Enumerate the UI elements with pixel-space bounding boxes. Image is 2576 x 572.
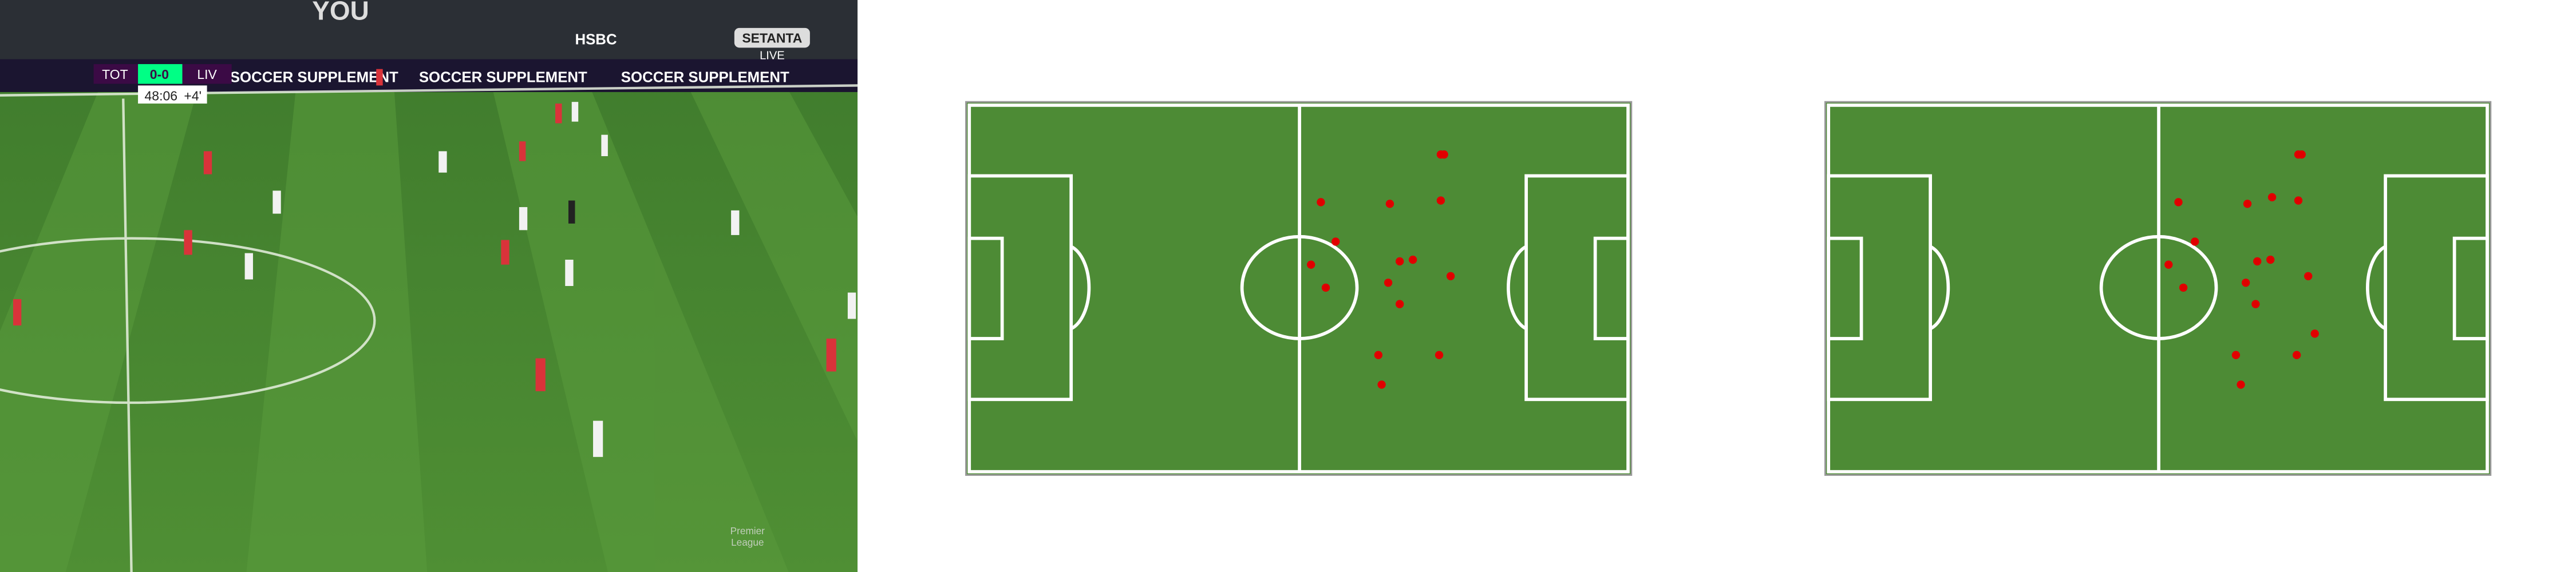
ad-text: SOCCER SUPPLEMENT <box>621 70 789 86</box>
grass-stripes <box>0 90 858 572</box>
player-dots <box>1307 150 1455 389</box>
logo-text: League <box>731 537 764 548</box>
ad-text: YOU <box>312 0 369 25</box>
ad-text: SOCCER SUPPLEMENT <box>419 70 587 86</box>
score: 0-0 <box>150 67 169 82</box>
players <box>13 69 856 457</box>
added-time: +4' <box>184 88 202 103</box>
pitch-diagram <box>1824 101 2492 476</box>
stands <box>0 0 858 66</box>
scoreboard: TOT 0-0 LIV 48:06 +4' <box>93 64 232 104</box>
ad-text: SOCCER SUPPLEMENT <box>230 70 398 86</box>
home-team: TOT <box>102 67 128 82</box>
pitch-diagram <box>965 101 1633 476</box>
ad-badge <box>734 27 810 48</box>
ad-text: HSBC <box>575 32 617 48</box>
pitch-lines <box>967 104 1630 474</box>
away-team: LIV <box>197 67 217 82</box>
broadcast-frame: YOU HSBC SOCCER SUPPLEMENT SOCCER SUPPLE… <box>0 0 858 572</box>
ad-text: LIVE <box>760 49 785 62</box>
logo-text: Premier <box>730 525 765 537</box>
pitch-lines <box>1827 104 2489 474</box>
ad-text: SETANTA <box>742 31 802 46</box>
player-dots <box>2164 150 2319 389</box>
clock: 48:06 <box>145 88 177 103</box>
